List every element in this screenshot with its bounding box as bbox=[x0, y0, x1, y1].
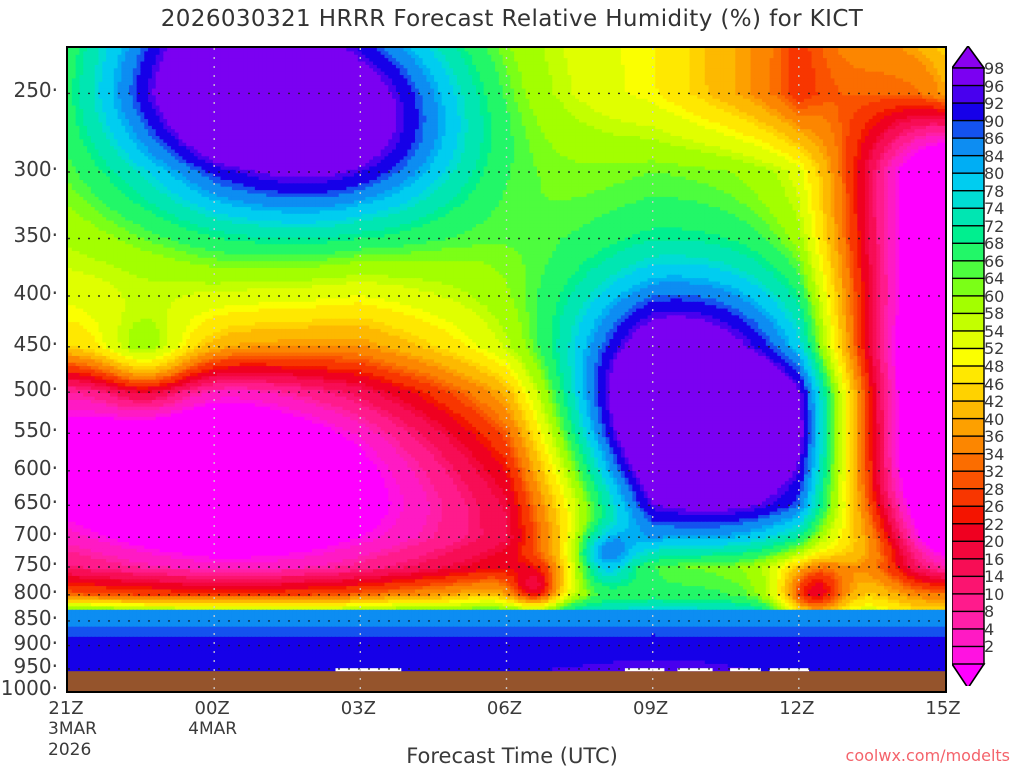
colorbar-tick-label: 14 bbox=[984, 569, 1004, 585]
colorbar-tick-label: 84 bbox=[984, 149, 1004, 165]
y-tick-label: 850· bbox=[0, 606, 58, 630]
colorbar-tick-label: 64 bbox=[984, 271, 1004, 287]
colorbar-tick-label: 4 bbox=[984, 622, 994, 638]
colorbar-tick-label: 32 bbox=[984, 464, 1004, 480]
x-tick-label: 06Z bbox=[470, 698, 540, 719]
colorbar-tick-label: 34 bbox=[984, 447, 1004, 463]
colorbar-tick-label: 2 bbox=[984, 639, 994, 655]
y-tick-label: 450· bbox=[0, 332, 58, 356]
x-axis-date-label-1: 3MAR bbox=[48, 719, 97, 739]
credit-link: coolwx.com/modelts bbox=[846, 746, 1010, 765]
colorbar-tick-label: 20 bbox=[984, 534, 1004, 550]
y-tick-label: 400· bbox=[0, 281, 58, 305]
colorbar-tick-label: 96 bbox=[984, 79, 1004, 95]
x-axis-date-label-2: 4MAR bbox=[188, 719, 237, 739]
y-tick-label: 500· bbox=[0, 377, 58, 401]
colorbar-tick-label: 46 bbox=[984, 377, 1004, 393]
colorbar-tick-label: 40 bbox=[984, 412, 1004, 428]
colorbar-tick-label: 78 bbox=[984, 184, 1004, 200]
colorbar-tick-label: 60 bbox=[984, 289, 1004, 305]
colorbar-tick-label: 52 bbox=[984, 341, 1004, 357]
x-tick-label: 03Z bbox=[323, 698, 393, 719]
x-tick-label: 15Z bbox=[908, 698, 978, 719]
y-tick-label: 1000· bbox=[0, 676, 58, 700]
colorbar-tick-label: 98 bbox=[984, 61, 1004, 77]
colorbar-tick-label: 36 bbox=[984, 429, 1004, 445]
y-tick-label: 250· bbox=[0, 78, 58, 102]
y-tick-label: 600· bbox=[0, 456, 58, 480]
plot-area bbox=[66, 46, 947, 693]
y-tick-label: 650· bbox=[0, 490, 58, 514]
colorbar-tick-label: 22 bbox=[984, 517, 1004, 533]
colorbar-tick-label: 26 bbox=[984, 499, 1004, 515]
y-tick-label: 700· bbox=[0, 522, 58, 546]
colorbar: 98 96 92 90 86 84 80 78 74 72 68 66 64 60 58 54 52 48 46 42… bbox=[952, 46, 1024, 686]
colorbar-swatches bbox=[952, 46, 986, 686]
colorbar-tick-label: 54 bbox=[984, 324, 1004, 340]
x-tick-label: 00Z bbox=[177, 698, 247, 719]
colorbar-tick-label: 74 bbox=[984, 201, 1004, 217]
y-tick-label: 350· bbox=[0, 223, 58, 247]
colorbar-tick-label: 16 bbox=[984, 552, 1004, 568]
y-tick-label: 300· bbox=[0, 157, 58, 181]
x-tick-label: 21Z bbox=[31, 698, 101, 719]
x-tick-label: 12Z bbox=[762, 698, 832, 719]
colorbar-tick-label: 92 bbox=[984, 96, 1004, 112]
y-tick-label: 550· bbox=[0, 418, 58, 442]
colorbar-tick-label: 90 bbox=[984, 114, 1004, 130]
page-title: 2026030321 HRRR Forecast Relative Humidi… bbox=[0, 6, 1024, 32]
y-tick-label: 900· bbox=[0, 631, 58, 655]
colorbar-tick-label: 8 bbox=[984, 604, 994, 620]
colorbar-tick-label: 66 bbox=[984, 254, 1004, 270]
humidity-contour-field bbox=[68, 48, 945, 691]
y-tick-label: 750· bbox=[0, 552, 58, 576]
y-tick-label: 950· bbox=[0, 654, 58, 678]
colorbar-tick-label: 42 bbox=[984, 394, 1004, 410]
colorbar-tick-label: 48 bbox=[984, 359, 1004, 375]
colorbar-tick-label: 80 bbox=[984, 166, 1004, 182]
colorbar-tick-label: 28 bbox=[984, 482, 1004, 498]
colorbar-tick-label: 86 bbox=[984, 131, 1004, 147]
colorbar-tick-label: 72 bbox=[984, 219, 1004, 235]
colorbar-tick-label: 68 bbox=[984, 236, 1004, 252]
y-tick-label: 800· bbox=[0, 580, 58, 604]
colorbar-tick-label: 58 bbox=[984, 306, 1004, 322]
colorbar-tick-label: 10 bbox=[984, 587, 1004, 603]
x-tick-label: 09Z bbox=[616, 698, 686, 719]
